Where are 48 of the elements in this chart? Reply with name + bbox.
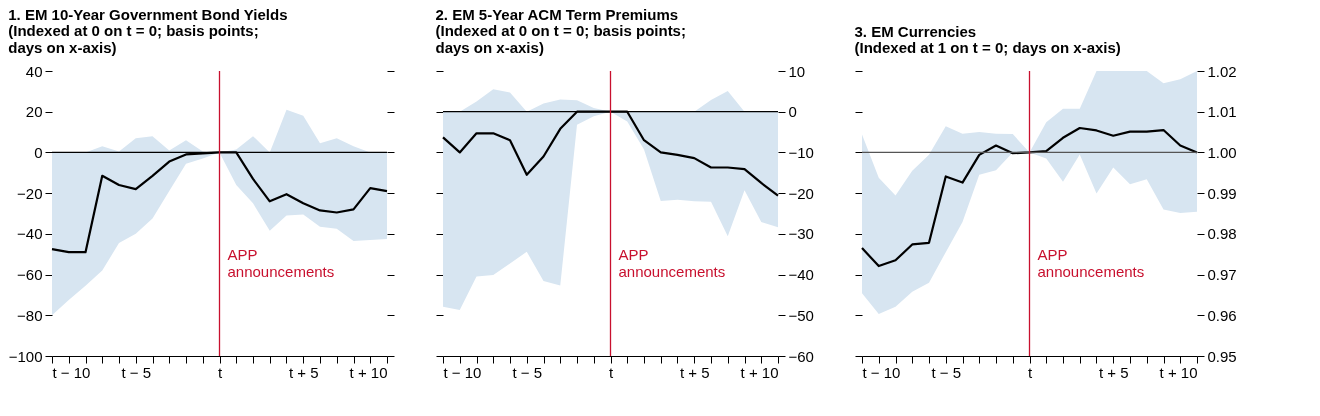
chart-subtitle: (Indexed at 0 on t = 0; basis points; days on x-axis): [8, 22, 259, 56]
x-tick-label: t + 5: [1098, 363, 1129, 381]
y-tick-label: −40: [788, 266, 814, 284]
x-tick-label: t: [217, 363, 223, 381]
x-tick-label: t + 5: [288, 363, 319, 381]
y-tick-label: −50: [788, 306, 814, 324]
ref-line-label: APP announcements: [1037, 245, 1145, 280]
y-tick-label: 10: [788, 62, 806, 80]
x-tick-label: t − 5: [121, 363, 152, 381]
chart-title: 3. EM Currencies: [854, 23, 977, 40]
x-tick-label: t − 5: [512, 363, 543, 381]
x-tick-label: t + 10: [740, 363, 779, 381]
x-tick-label: t − 10: [443, 363, 482, 381]
y-tick-label: 0.99: [1207, 184, 1237, 202]
y-tick-label: 0.96: [1207, 306, 1237, 324]
y-tick-label: −30: [788, 225, 814, 243]
x-tick-label: t: [1027, 363, 1033, 381]
chart-subtitle: (Indexed at 1 on t = 0; days on x-axis): [854, 39, 1121, 56]
ref-line-label: APP announcements: [618, 245, 726, 280]
y-tick-label: 0.97: [1207, 266, 1237, 284]
y-tick-label: 20: [25, 103, 43, 121]
x-tick-label: t + 10: [1159, 363, 1198, 381]
chart-title: 1. EM 10-Year Government Bond Yields: [8, 6, 288, 23]
y-tick-label: −60: [788, 347, 814, 365]
x-tick-label: t − 10: [52, 363, 91, 381]
y-tick-label: 1.02: [1207, 62, 1237, 80]
y-tick-label: 1.00: [1207, 143, 1237, 161]
y-tick-label: 40: [25, 62, 43, 80]
x-tick-label: t − 5: [931, 363, 962, 381]
y-tick-label: −10: [788, 143, 814, 161]
y-tick-label: 0.98: [1207, 225, 1237, 243]
y-tick-label: −60: [17, 266, 43, 284]
y-tick-label: −20: [17, 184, 43, 202]
ref-line-label: APP announcements: [227, 245, 335, 280]
y-tick-label: −80: [17, 306, 43, 324]
x-tick-label: t − 10: [862, 363, 901, 381]
x-tick-label: t + 10: [349, 363, 388, 381]
y-tick-label: 0.95: [1207, 347, 1237, 365]
y-tick-label: 0: [788, 103, 797, 121]
y-tick-label: −40: [17, 225, 43, 243]
x-tick-label: t + 5: [679, 363, 710, 381]
chart-subtitle: (Indexed at 0 on t = 0; basis points; days on x-axis): [435, 22, 686, 56]
y-tick-label: 1.01: [1207, 103, 1237, 121]
x-tick-label: t: [608, 363, 614, 381]
y-tick-label: 0: [34, 143, 43, 161]
chart-title: 2. EM 5-Year ACM Term Premiums: [435, 6, 679, 23]
y-tick-label: −100: [8, 347, 43, 365]
y-tick-label: −20: [788, 184, 814, 202]
